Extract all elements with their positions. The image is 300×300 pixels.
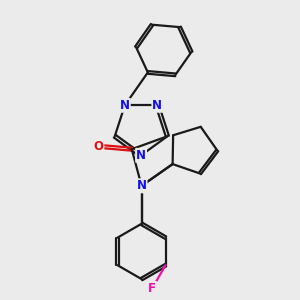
Text: F: F [148, 282, 156, 295]
Text: N: N [120, 99, 130, 112]
Text: N: N [136, 149, 146, 162]
Text: N: N [152, 99, 162, 112]
Text: O: O [93, 140, 103, 153]
Text: N: N [136, 179, 147, 192]
